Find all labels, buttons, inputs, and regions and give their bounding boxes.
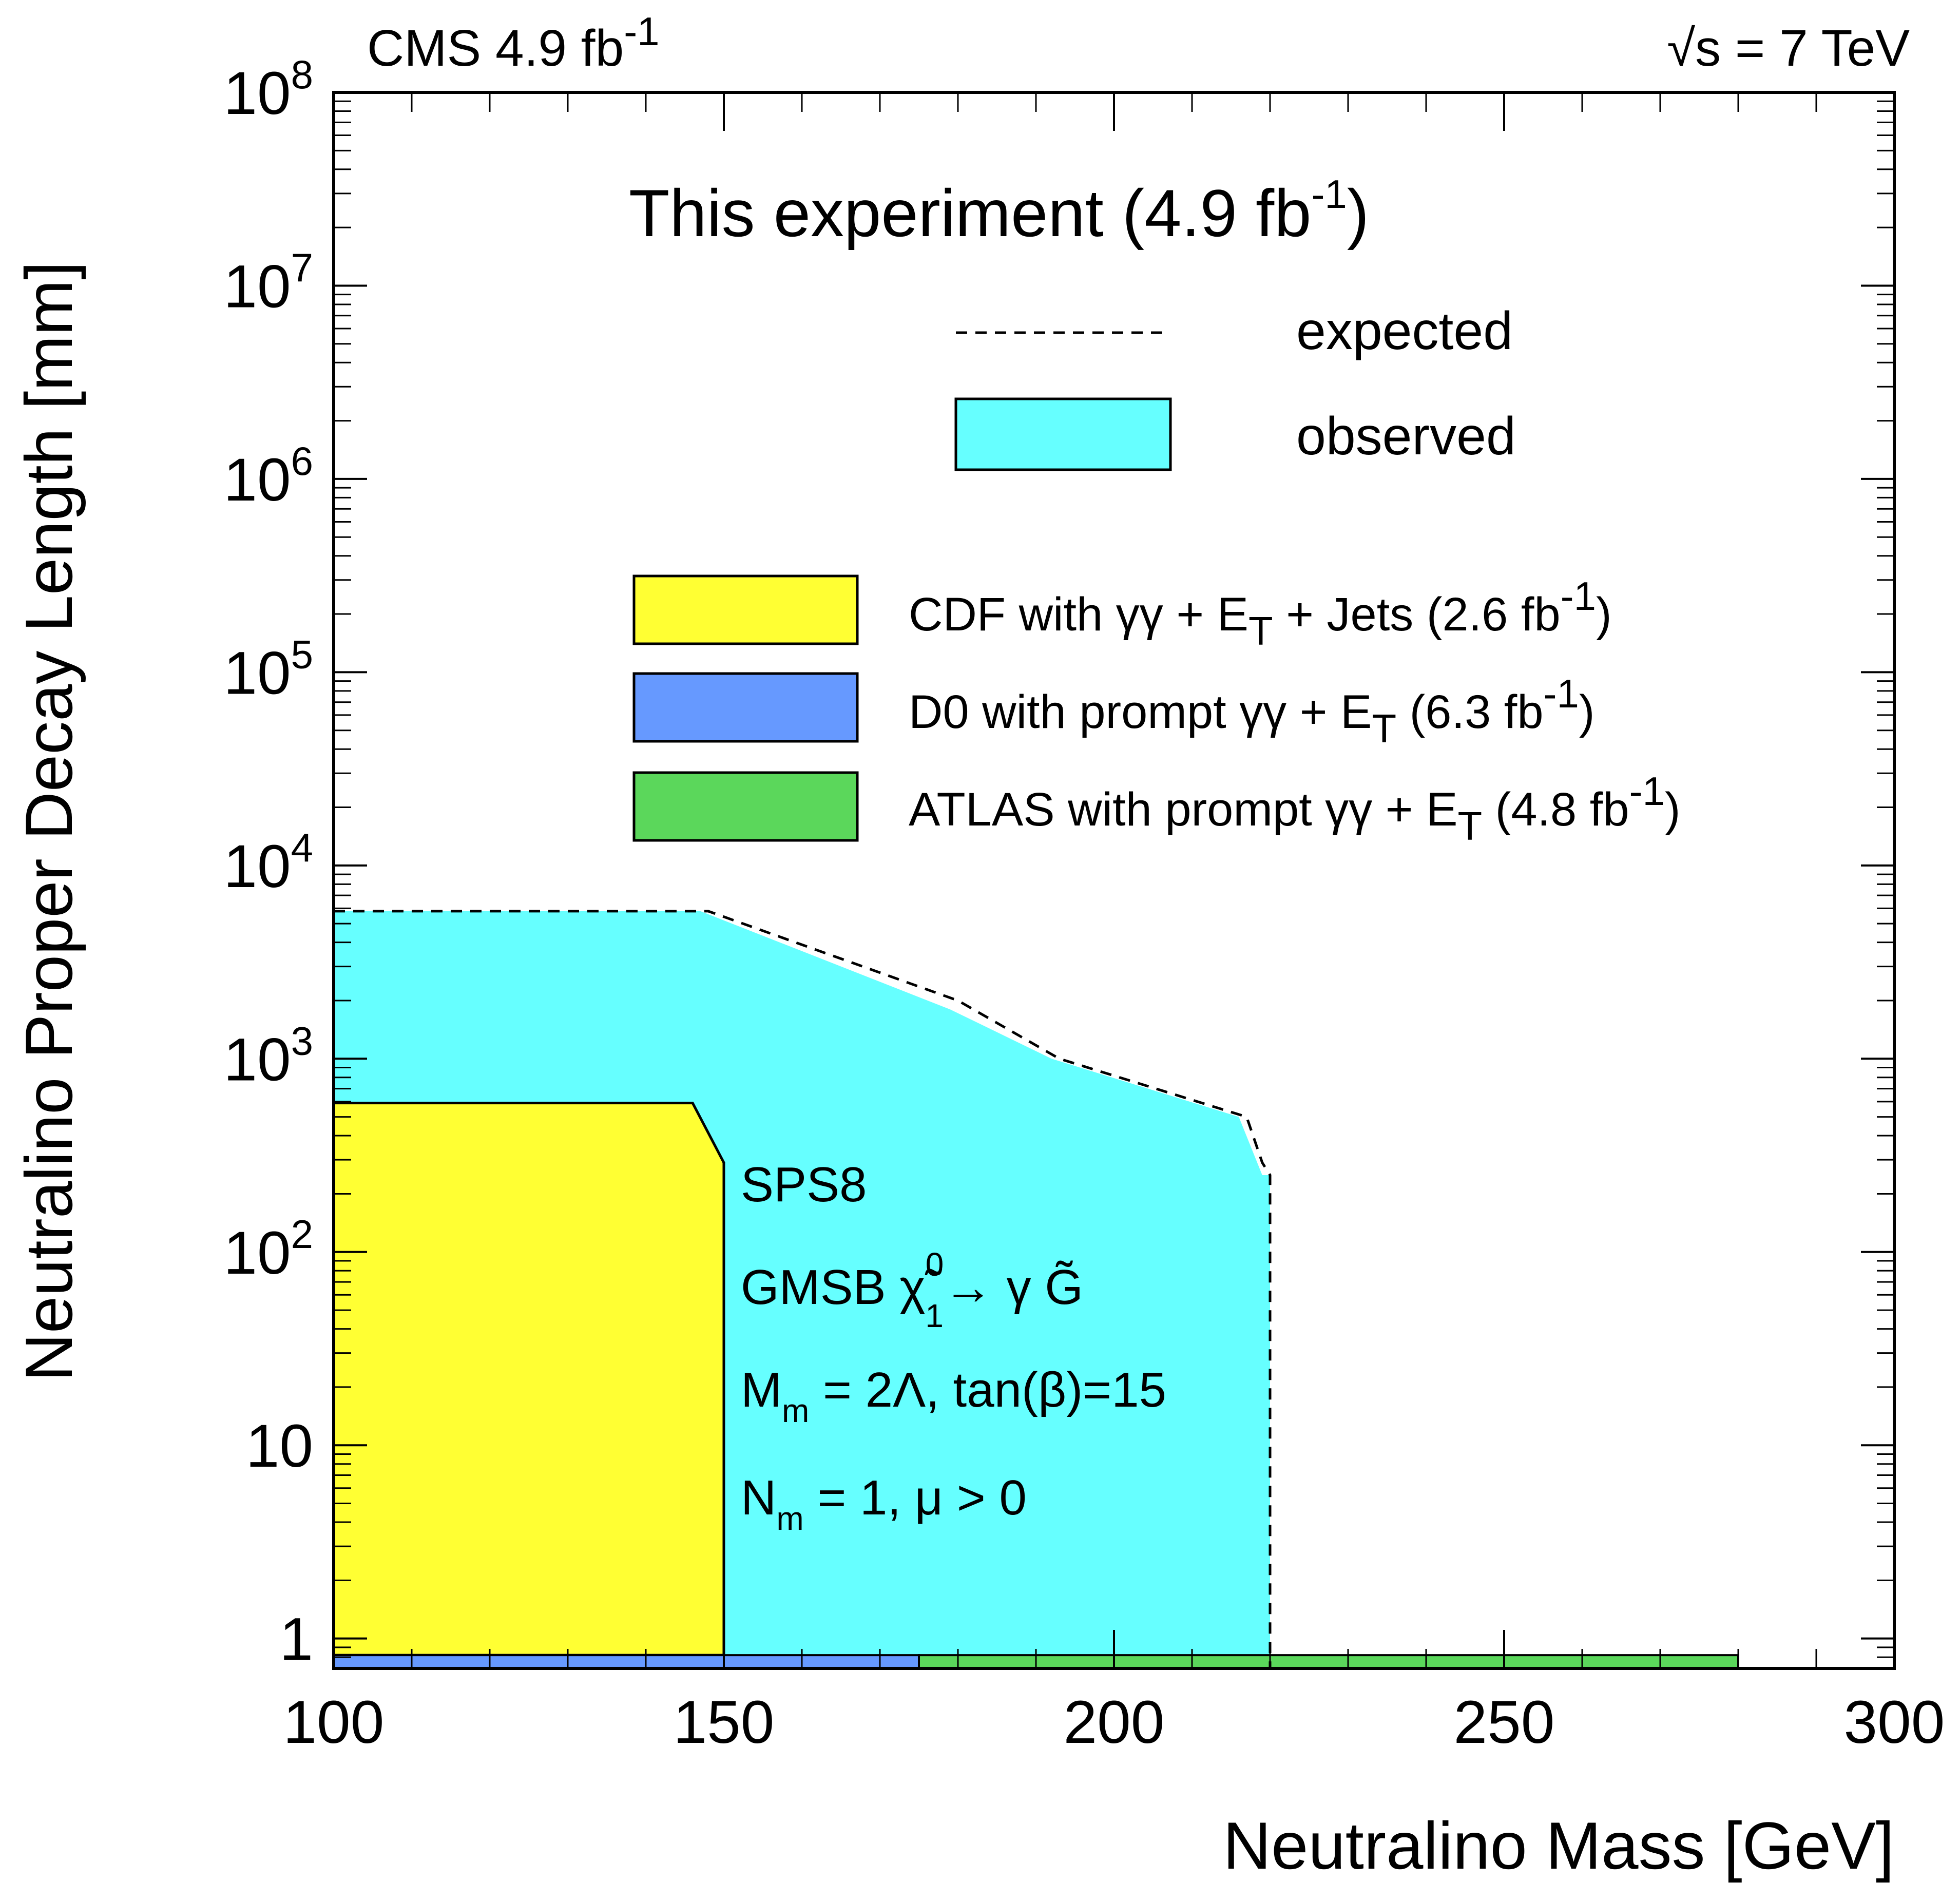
y-axis-title: Neutralino Proper Decay Length [mm]	[11, 261, 86, 1381]
annotation-mass-params: Mm = 2Λ, tan(β)=15	[741, 1362, 1166, 1429]
x-tick-label: 200	[1064, 1688, 1165, 1756]
legend-header: This experiment (4.9 fb-1)	[629, 171, 1369, 251]
y-tick-label: 1	[279, 1606, 313, 1674]
plot-lines	[334, 910, 1272, 1668]
series-d0-band	[333, 1654, 920, 1669]
x-tick-label: 150	[674, 1688, 775, 1756]
legend-swatch-d0	[632, 672, 859, 743]
annotation-sps8: SPS8	[741, 1157, 867, 1212]
legend-label-expected: expected	[1296, 301, 1513, 361]
series-expected-line	[334, 910, 1272, 1668]
legend-label-observed: observed	[1296, 407, 1516, 466]
legend: This experiment (4.9 fb-1) expected obse…	[629, 171, 1681, 849]
y-tick-label: 108	[223, 52, 313, 127]
legend-swatch-cdf	[632, 574, 859, 645]
legend-label-d0: D0 with prompt γγ + ET (6.3 fb-1)	[909, 671, 1595, 751]
y-tick-label: 103	[223, 1018, 313, 1093]
annotation-messenger-params: Nm = 1, μ > 0	[741, 1470, 1027, 1537]
legend-label-cdf: CDF with γγ + ET + Jets (2.6 fb-1)	[909, 573, 1612, 654]
model-annotation: SPS8 GMSB χ̃0 1→ γ G̃ Mm = 2Λ, tan(β)=15 …	[741, 1157, 1166, 1537]
y-tick-label: 105	[223, 631, 313, 707]
y-tick-label: 102	[223, 1212, 313, 1287]
x-tick-label: 250	[1454, 1688, 1555, 1756]
header-luminosity: CMS 4.9 fb-1	[367, 9, 660, 77]
y-tick-label: 10	[246, 1412, 313, 1480]
plot-areas	[332, 911, 1739, 1669]
y-tick-label: 107	[223, 245, 313, 320]
legend-swatch-atlas	[632, 771, 859, 842]
legend-swatch-observed	[954, 397, 1172, 471]
x-axis-title: Neutralino Mass [GeV]	[1223, 1808, 1894, 1883]
header-energy: √s = 7 TeV	[1667, 20, 1910, 77]
y-tick-labels: 1 10 102 103 104 105 106 107 108	[223, 52, 313, 1674]
y-tick-label: 104	[223, 825, 313, 900]
annotation-gmsb: GMSB χ̃0 1→ γ G̃	[741, 1246, 1083, 1334]
x-tick-labels: 100 150 200 250 300	[283, 1688, 1945, 1756]
series-cdf-area	[332, 1102, 725, 1657]
x-tick-label: 100	[283, 1688, 385, 1756]
x-tick-label: 300	[1844, 1688, 1945, 1756]
plot-frame	[332, 91, 1896, 1670]
y-tick-label: 106	[223, 438, 313, 514]
legend-label-atlas: ATLAS with prompt γγ + ET (4.8 fb-1)	[909, 769, 1681, 849]
series-atlas-band	[918, 1654, 1739, 1669]
